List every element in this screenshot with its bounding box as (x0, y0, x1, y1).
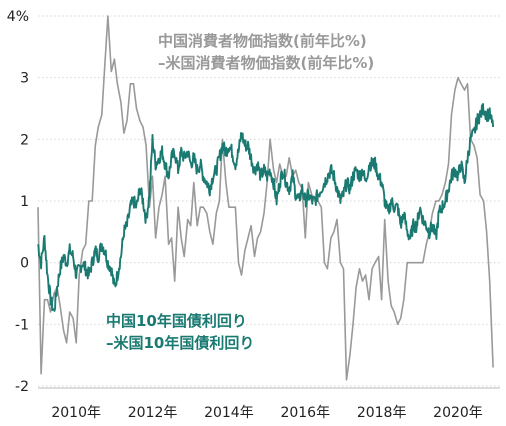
x-tick-label: 2014年 (204, 405, 254, 421)
legend-grey-line1: 中国消費者物価指数(前年比%) (158, 32, 367, 50)
x-tick-label: 2016年 (280, 405, 330, 421)
x-tick-label: 2012年 (128, 405, 178, 421)
legend-teal-line1: 中国10年国債利回り (106, 312, 247, 330)
x-tick-label: 2018年 (357, 405, 407, 421)
y-tick-label: 3 (20, 71, 29, 87)
chart-series (37, 15, 495, 381)
series-line-bond-yield-difference (37, 103, 495, 312)
y-tick-label: 4% (7, 9, 29, 25)
y-axis-tick-labels: 4% 3 2 1 0 -1 -2 (7, 9, 29, 395)
y-tick-label: -2 (15, 379, 29, 395)
y-tick-label: 2 (20, 132, 29, 148)
y-tick-label: 1 (20, 194, 29, 210)
x-tick-label: 2010年 (51, 405, 101, 421)
x-tick-label: 2020年 (433, 405, 483, 421)
series-line-cpi-difference (37, 15, 494, 381)
legend-teal-line2: –米国10年国債利回り (106, 334, 254, 352)
x-axis-tick-labels: 2010年 2012年 2014年 2016年 2018年 2020年 (51, 405, 482, 421)
y-tick-label: 0 (20, 256, 29, 272)
legend-grey-line2: –米国消費者物価指数(前年比%) (158, 54, 374, 72)
y-tick-label: -1 (15, 317, 29, 333)
